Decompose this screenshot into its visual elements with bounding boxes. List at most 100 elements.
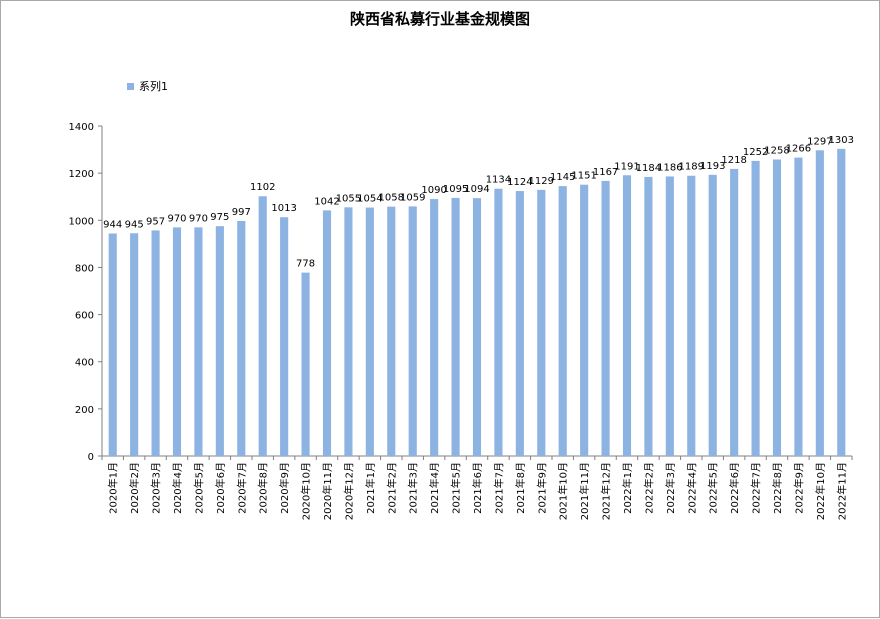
bar (815, 150, 824, 456)
data-label: 997 (232, 207, 251, 218)
bar (172, 227, 182, 456)
x-tick-label: 2022年8月 (771, 462, 784, 514)
x-tick-label: 2022年10月 (814, 462, 827, 520)
y-tick-label: 600 (75, 311, 94, 322)
data-label: 1129 (529, 176, 554, 187)
x-tick-label: 2021年9月 (535, 462, 548, 514)
bar (644, 176, 653, 456)
x-tick-label: 2020年7月 (235, 462, 248, 514)
bar (730, 168, 739, 456)
y-tick-label: 200 (75, 405, 94, 416)
bar (794, 157, 803, 457)
bar (472, 198, 482, 456)
x-tick-label: 2022年6月 (728, 462, 741, 514)
x-tick-label: 2022年1月 (621, 462, 634, 514)
x-tick-label: 2021年11月 (578, 462, 591, 520)
x-tick-label: 2021年7月 (492, 462, 505, 514)
data-label: 945 (125, 219, 144, 230)
x-tick-label: 2020年12月 (342, 462, 355, 520)
bar (430, 199, 439, 457)
data-label: 1191 (614, 161, 639, 172)
x-tick-label: 2022年5月 (707, 462, 720, 514)
x-tick-label: 2021年2月 (385, 462, 398, 514)
bar (194, 227, 203, 456)
data-label: 778 (296, 259, 315, 270)
bar (515, 191, 524, 457)
data-label: 1252 (743, 147, 768, 158)
x-tick-label: 2021年3月 (407, 462, 420, 514)
y-tick-label: 400 (75, 358, 94, 369)
y-tick-label: 1000 (69, 216, 94, 227)
data-label: 1167 (593, 167, 618, 178)
data-label: 1189 (679, 162, 704, 173)
x-tick-label: 2022年3月 (664, 462, 677, 514)
data-label: 1094 (464, 184, 489, 195)
data-label: 1134 (486, 175, 511, 186)
bar (751, 160, 760, 456)
data-label: 944 (103, 219, 122, 230)
x-tick-label: 2022年2月 (642, 462, 655, 514)
bar (365, 207, 374, 456)
x-tick-label: 2022年11月 (835, 462, 848, 520)
bar (665, 176, 674, 456)
data-label: 1303 (829, 135, 854, 146)
data-label: 1042 (314, 196, 339, 207)
bar (837, 148, 846, 456)
y-tick-label: 1400 (69, 122, 94, 133)
x-tick-label: 2022年4月 (685, 462, 698, 514)
x-tick-label: 2020年8月 (257, 462, 270, 514)
data-label: 1054 (357, 194, 382, 205)
x-tick-label: 2020年10月 (300, 462, 313, 520)
y-tick-label: 800 (75, 263, 94, 274)
bar (151, 230, 160, 456)
data-label: 1058 (379, 193, 404, 204)
data-label: 1055 (336, 193, 361, 204)
chart-title: 陕西省私募行业基金规模图 (349, 10, 530, 28)
x-tick-label: 2022年7月 (750, 462, 763, 514)
data-label: 1059 (400, 192, 425, 203)
x-tick-label: 2021年5月 (450, 462, 463, 514)
data-label: 1090 (421, 185, 446, 196)
y-tick-label: 0 (88, 452, 94, 463)
bar (301, 272, 310, 456)
x-tick-label: 2020年9月 (278, 462, 291, 514)
x-tick-label: 2020年11月 (321, 462, 334, 520)
data-label: 1258 (764, 145, 789, 156)
bar (408, 206, 417, 456)
x-tick-label: 2020年1月 (107, 462, 120, 514)
x-tick-label: 2020年2月 (128, 462, 141, 514)
x-tick-label: 2020年6月 (214, 462, 227, 514)
bar (687, 175, 696, 456)
data-label: 1145 (550, 172, 575, 183)
x-tick-label: 2020年3月 (150, 462, 163, 514)
bar (387, 206, 396, 456)
data-label: 1218 (721, 155, 746, 166)
bar (558, 186, 567, 456)
data-label: 1266 (786, 144, 811, 155)
legend-label: 系列1 (139, 80, 168, 93)
data-label: 1102 (250, 182, 275, 193)
x-tick-label: 2021年4月 (428, 462, 441, 514)
bar (580, 184, 589, 456)
data-label: 1184 (636, 163, 661, 174)
bar (258, 196, 267, 456)
bar (451, 197, 460, 456)
x-tick-label: 2021年10月 (557, 462, 570, 520)
data-label: 957 (146, 216, 165, 227)
legend-swatch (127, 82, 134, 90)
data-label: 975 (210, 212, 229, 223)
bar (108, 233, 117, 456)
bar (622, 175, 632, 456)
bar (494, 188, 503, 456)
bar (130, 233, 139, 456)
bar (601, 180, 610, 456)
bar (537, 189, 546, 456)
data-label: 1151 (571, 171, 596, 182)
x-tick-label: 2021年6月 (471, 462, 484, 514)
bar (237, 220, 246, 456)
data-label: 1297 (807, 136, 832, 147)
bar (344, 207, 353, 456)
y-tick-label: 1200 (69, 169, 94, 180)
data-label: 1124 (507, 177, 532, 188)
